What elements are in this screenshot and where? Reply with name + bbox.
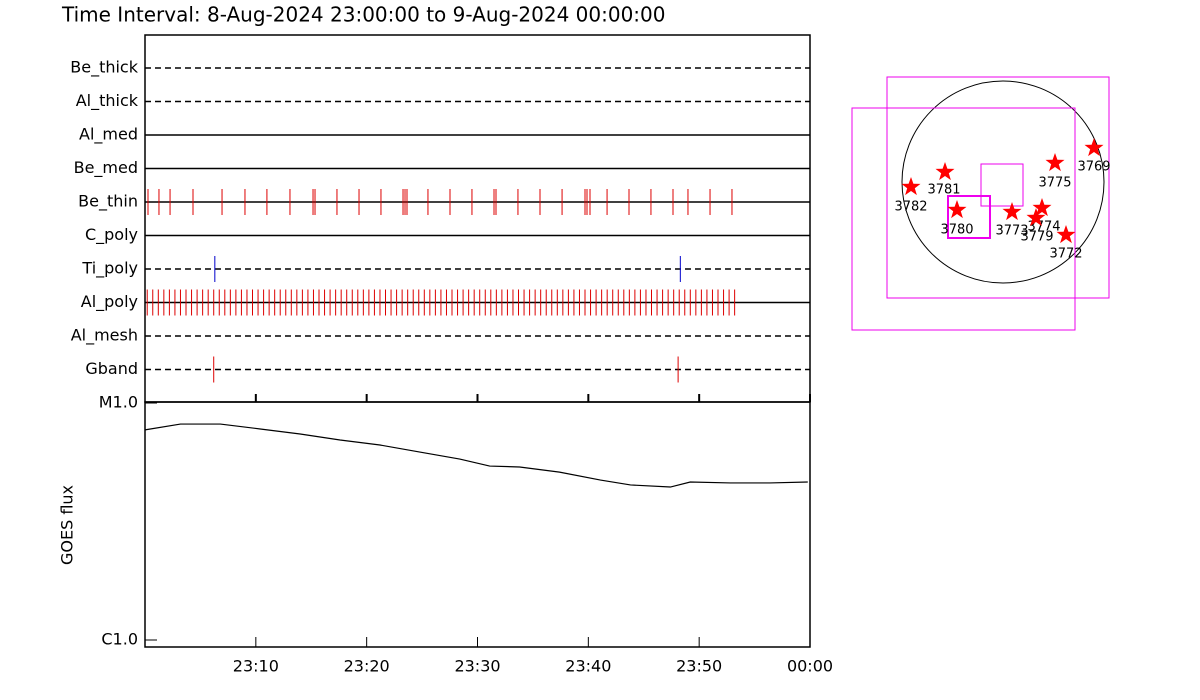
fov-box xyxy=(886,76,1110,299)
region-star xyxy=(935,162,955,181)
region-label: 3782 xyxy=(894,200,927,215)
x-tick-label: 23:50 xyxy=(676,657,722,676)
region-label: 3780 xyxy=(940,223,973,238)
row-label: Al_poly xyxy=(81,292,138,312)
y-axis-label: GOES flux xyxy=(58,485,77,565)
sun-disk xyxy=(901,80,1105,284)
timeline-frame xyxy=(144,34,811,403)
fov-box xyxy=(980,163,1024,207)
x-tick-label: 23:10 xyxy=(233,657,279,676)
x-tick-label: 00:00 xyxy=(787,657,833,676)
region-star xyxy=(1032,198,1052,217)
x-tick-label: 23:30 xyxy=(454,657,500,676)
region-label: 3781 xyxy=(927,183,960,198)
region-label: 3769 xyxy=(1077,160,1110,175)
region-star xyxy=(901,177,921,196)
row-label: Al_mesh xyxy=(71,326,138,346)
row-label: C_poly xyxy=(85,225,138,245)
y-tick-label: C1.0 xyxy=(101,630,138,649)
region-label: 3779 xyxy=(1020,230,1053,245)
row-label: Be_thin xyxy=(78,192,138,212)
row-label: Gband xyxy=(85,359,138,378)
title: Time Interval: 8-Aug-2024 23:00:00 to 9-… xyxy=(61,3,666,27)
region-label: 3772 xyxy=(1049,247,1082,262)
region-label: 3774 xyxy=(1027,220,1060,235)
row-label: Al_thick xyxy=(76,91,139,111)
region-star xyxy=(1084,138,1104,157)
region-label: 3775 xyxy=(1038,176,1071,191)
fov-box xyxy=(851,107,1076,331)
fov-box xyxy=(947,195,991,239)
region-star xyxy=(947,200,967,219)
region-label: 3773 xyxy=(995,224,1028,239)
region-star xyxy=(1045,153,1065,172)
x-tick-label: 23:40 xyxy=(565,657,611,676)
region-star xyxy=(1026,208,1046,227)
goes-frame xyxy=(144,401,811,648)
y-tick-label: M1.0 xyxy=(99,393,138,412)
row-label: Be_thick xyxy=(70,58,138,78)
row-label: Ti_poly xyxy=(81,259,138,279)
region-star xyxy=(1056,225,1076,244)
x-tick-label: 23:20 xyxy=(344,657,390,676)
row-label: Al_med xyxy=(79,125,138,145)
region-star xyxy=(1002,202,1022,221)
row-label: Be_med xyxy=(74,158,138,178)
goes-curve xyxy=(144,423,808,488)
